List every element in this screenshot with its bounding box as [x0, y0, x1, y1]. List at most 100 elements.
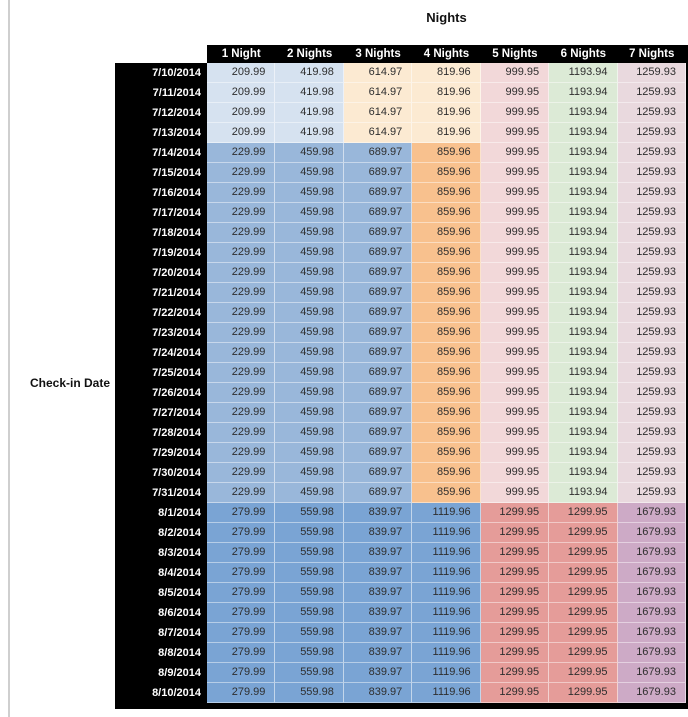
row-header-date[interactable]: 8/9/2014 — [115, 663, 207, 683]
price-cell[interactable]: 1259.93 — [617, 443, 686, 463]
price-cell[interactable]: 839.97 — [343, 523, 413, 543]
price-cell[interactable]: 999.95 — [480, 243, 550, 263]
price-cell[interactable]: 1193.94 — [549, 103, 618, 123]
row-header-date[interactable]: 7/26/2014 — [115, 383, 207, 403]
price-cell[interactable]: 1259.93 — [617, 483, 686, 503]
price-cell[interactable]: 459.98 — [275, 263, 344, 283]
row-header-date[interactable]: 7/10/2014 — [115, 63, 207, 83]
row-header-date[interactable]: 8/1/2014 — [115, 503, 207, 523]
price-cell[interactable]: 819.96 — [412, 103, 481, 123]
price-cell[interactable]: 689.97 — [343, 263, 413, 283]
price-cell[interactable]: 859.96 — [412, 283, 481, 303]
price-cell[interactable]: 1193.94 — [549, 203, 618, 223]
price-cell[interactable]: 1259.93 — [617, 143, 686, 163]
price-cell[interactable]: 689.97 — [343, 223, 413, 243]
price-cell[interactable]: 859.96 — [412, 403, 481, 423]
price-cell[interactable]: 1193.94 — [549, 163, 618, 183]
price-cell[interactable]: 1193.94 — [549, 223, 618, 243]
price-cell[interactable]: 1193.94 — [549, 143, 618, 163]
row-header-date[interactable]: 7/11/2014 — [115, 83, 207, 103]
price-cell[interactable]: 999.95 — [480, 83, 550, 103]
price-cell[interactable]: 839.97 — [343, 503, 413, 523]
price-cell[interactable]: 1193.94 — [549, 343, 618, 363]
price-cell[interactable]: 279.99 — [207, 523, 276, 543]
price-cell[interactable]: 1119.96 — [412, 583, 481, 603]
price-cell[interactable]: 1193.94 — [549, 183, 618, 203]
price-cell[interactable]: 559.98 — [275, 563, 344, 583]
price-cell[interactable]: 459.98 — [275, 183, 344, 203]
price-cell[interactable]: 459.98 — [275, 403, 344, 423]
price-cell[interactable]: 859.96 — [412, 243, 481, 263]
row-header-date[interactable]: 7/20/2014 — [115, 263, 207, 283]
price-cell[interactable]: 839.97 — [343, 603, 413, 623]
price-cell[interactable]: 209.99 — [207, 103, 276, 123]
price-cell[interactable]: 614.97 — [343, 83, 413, 103]
price-cell[interactable]: 229.99 — [207, 423, 276, 443]
price-cell[interactable]: 1259.93 — [617, 463, 686, 483]
price-cell[interactable]: 459.98 — [275, 343, 344, 363]
price-cell[interactable]: 689.97 — [343, 363, 413, 383]
price-cell[interactable]: 999.95 — [480, 283, 550, 303]
price-cell[interactable]: 999.95 — [480, 323, 550, 343]
row-header-date[interactable]: 7/21/2014 — [115, 283, 207, 303]
price-cell[interactable]: 1193.94 — [549, 403, 618, 423]
price-cell[interactable]: 1193.94 — [549, 83, 618, 103]
price-cell[interactable]: 999.95 — [480, 343, 550, 363]
price-cell[interactable]: 1299.95 — [480, 583, 550, 603]
price-cell[interactable]: 1259.93 — [617, 83, 686, 103]
price-cell[interactable]: 1259.93 — [617, 403, 686, 423]
price-cell[interactable]: 559.98 — [275, 603, 344, 623]
price-cell[interactable]: 1299.95 — [549, 503, 618, 523]
price-cell[interactable]: 229.99 — [207, 323, 276, 343]
row-header-date[interactable]: 7/19/2014 — [115, 243, 207, 263]
column-header[interactable]: 7 Nights — [617, 45, 686, 63]
row-header-date[interactable]: 7/27/2014 — [115, 403, 207, 423]
row-header-date[interactable]: 8/6/2014 — [115, 603, 207, 623]
price-cell[interactable]: 1679.93 — [617, 543, 686, 563]
price-cell[interactable]: 1299.95 — [480, 503, 550, 523]
price-cell[interactable]: 459.98 — [275, 223, 344, 243]
row-header-date[interactable]: 7/13/2014 — [115, 123, 207, 143]
price-cell[interactable]: 229.99 — [207, 223, 276, 243]
price-cell[interactable]: 839.97 — [343, 623, 413, 643]
price-cell[interactable]: 689.97 — [343, 243, 413, 263]
price-cell[interactable]: 209.99 — [207, 63, 276, 83]
price-cell[interactable]: 459.98 — [275, 203, 344, 223]
price-cell[interactable]: 279.99 — [207, 643, 276, 663]
price-cell[interactable]: 459.98 — [275, 243, 344, 263]
price-cell[interactable]: 1259.93 — [617, 123, 686, 143]
price-cell[interactable]: 859.96 — [412, 143, 481, 163]
price-cell[interactable]: 999.95 — [480, 163, 550, 183]
price-cell[interactable]: 689.97 — [343, 443, 413, 463]
price-cell[interactable]: 1299.95 — [480, 543, 550, 563]
price-cell[interactable]: 1259.93 — [617, 223, 686, 243]
price-cell[interactable]: 1679.93 — [617, 643, 686, 663]
price-cell[interactable]: 839.97 — [343, 583, 413, 603]
price-cell[interactable]: 229.99 — [207, 203, 276, 223]
price-cell[interactable]: 999.95 — [480, 383, 550, 403]
row-header-date[interactable]: 8/8/2014 — [115, 643, 207, 663]
price-cell[interactable]: 689.97 — [343, 163, 413, 183]
price-cell[interactable]: 1259.93 — [617, 263, 686, 283]
price-cell[interactable]: 689.97 — [343, 403, 413, 423]
price-cell[interactable]: 839.97 — [343, 563, 413, 583]
price-cell[interactable]: 859.96 — [412, 343, 481, 363]
price-cell[interactable]: 1193.94 — [549, 243, 618, 263]
price-cell[interactable]: 819.96 — [412, 83, 481, 103]
price-cell[interactable]: 1119.96 — [412, 563, 481, 583]
row-header-date[interactable]: 7/24/2014 — [115, 343, 207, 363]
price-cell[interactable]: 1299.95 — [480, 523, 550, 543]
price-cell[interactable]: 859.96 — [412, 383, 481, 403]
column-header[interactable]: 2 Nights — [275, 45, 344, 63]
price-cell[interactable]: 999.95 — [480, 203, 550, 223]
price-cell[interactable]: 999.95 — [480, 303, 550, 323]
price-cell[interactable]: 614.97 — [343, 123, 413, 143]
price-cell[interactable]: 689.97 — [343, 383, 413, 403]
column-header[interactable]: 1 Night — [207, 45, 276, 63]
price-cell[interactable]: 1299.95 — [549, 543, 618, 563]
price-cell[interactable]: 279.99 — [207, 543, 276, 563]
price-cell[interactable]: 1299.95 — [549, 683, 618, 703]
price-cell[interactable]: 1259.93 — [617, 103, 686, 123]
price-cell[interactable]: 859.96 — [412, 203, 481, 223]
price-cell[interactable]: 859.96 — [412, 263, 481, 283]
